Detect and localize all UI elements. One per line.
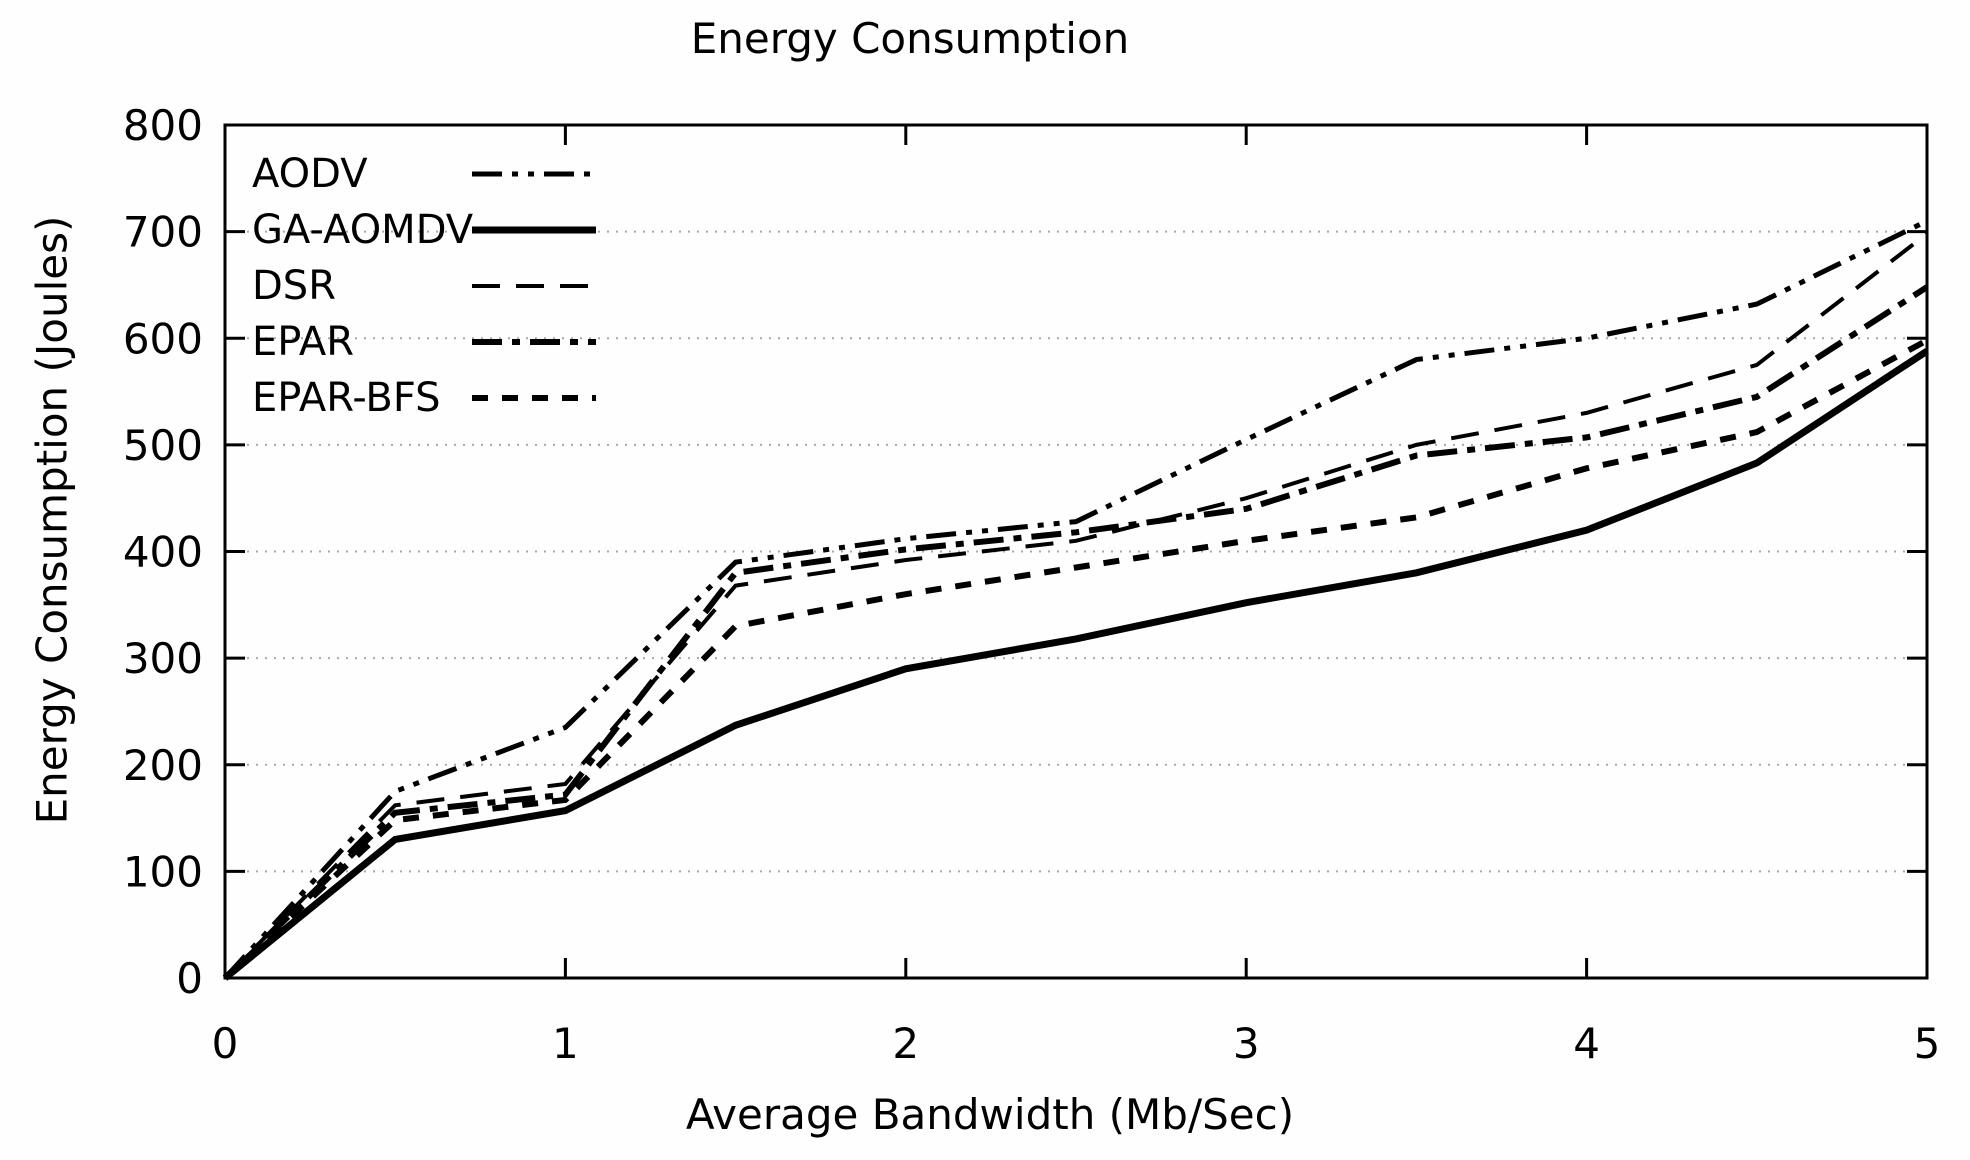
x-tick-label: 2: [892, 1019, 919, 1068]
x-tick-label: 4: [1573, 1019, 1600, 1068]
x-tick-label: 1: [552, 1019, 579, 1068]
y-tick-label: 500: [123, 421, 203, 470]
series-line-EPAR-BFS: [222, 337, 1929, 981]
series-line-AODV: [223, 218, 1929, 980]
legend-row: AODV: [252, 146, 598, 202]
legend-sample-line: [472, 226, 596, 234]
legend-sample-line: [472, 395, 596, 401]
y-tick-label: 600: [123, 314, 203, 363]
legend: AODV GA-AOMDV DSR EPAR EPAR-BFS: [252, 146, 598, 426]
y-tick-label: 200: [123, 741, 203, 790]
legend-label-GA-AOMDV: GA-AOMDV: [252, 207, 474, 253]
legend-label-EPAR-BFS: EPAR-BFS: [252, 375, 441, 421]
legend-row: DSR: [252, 258, 598, 314]
legend-row: EPAR-BFS: [252, 370, 598, 426]
y-tick-label: 0: [176, 954, 203, 1003]
y-tick-label: 100: [123, 847, 203, 896]
x-tick-label: 0: [212, 1019, 239, 1068]
y-axis-title: Energy Consumption (Joules): [27, 215, 77, 825]
y-tick-label: 700: [123, 208, 203, 257]
legend-label-AODV: AODV: [252, 151, 368, 197]
x-axis-title: Average Bandwidth (Mb/Sec): [685, 1090, 1295, 1139]
chart-title: Energy Consumption: [690, 14, 1130, 63]
legend-sample-line: [472, 171, 596, 177]
legend-sample-line: [472, 339, 596, 345]
legend-label-EPAR: EPAR: [252, 319, 354, 365]
legend-row: EPAR: [252, 314, 598, 370]
x-tick-label: 5: [1914, 1019, 1941, 1068]
x-tick-label: 3: [1233, 1019, 1260, 1068]
y-tick-label: 400: [123, 528, 203, 577]
legend-row: GA-AOMDV: [252, 202, 598, 258]
series-line-EPAR: [222, 284, 1929, 981]
y-tick-label: 800: [123, 101, 203, 150]
legend-label-DSR: DSR: [252, 263, 336, 309]
series-line-GA-AOMDV: [222, 348, 1929, 981]
legend-sample-line: [472, 284, 596, 288]
series-line-DSR: [223, 232, 1929, 980]
y-tick-label: 300: [123, 634, 203, 683]
